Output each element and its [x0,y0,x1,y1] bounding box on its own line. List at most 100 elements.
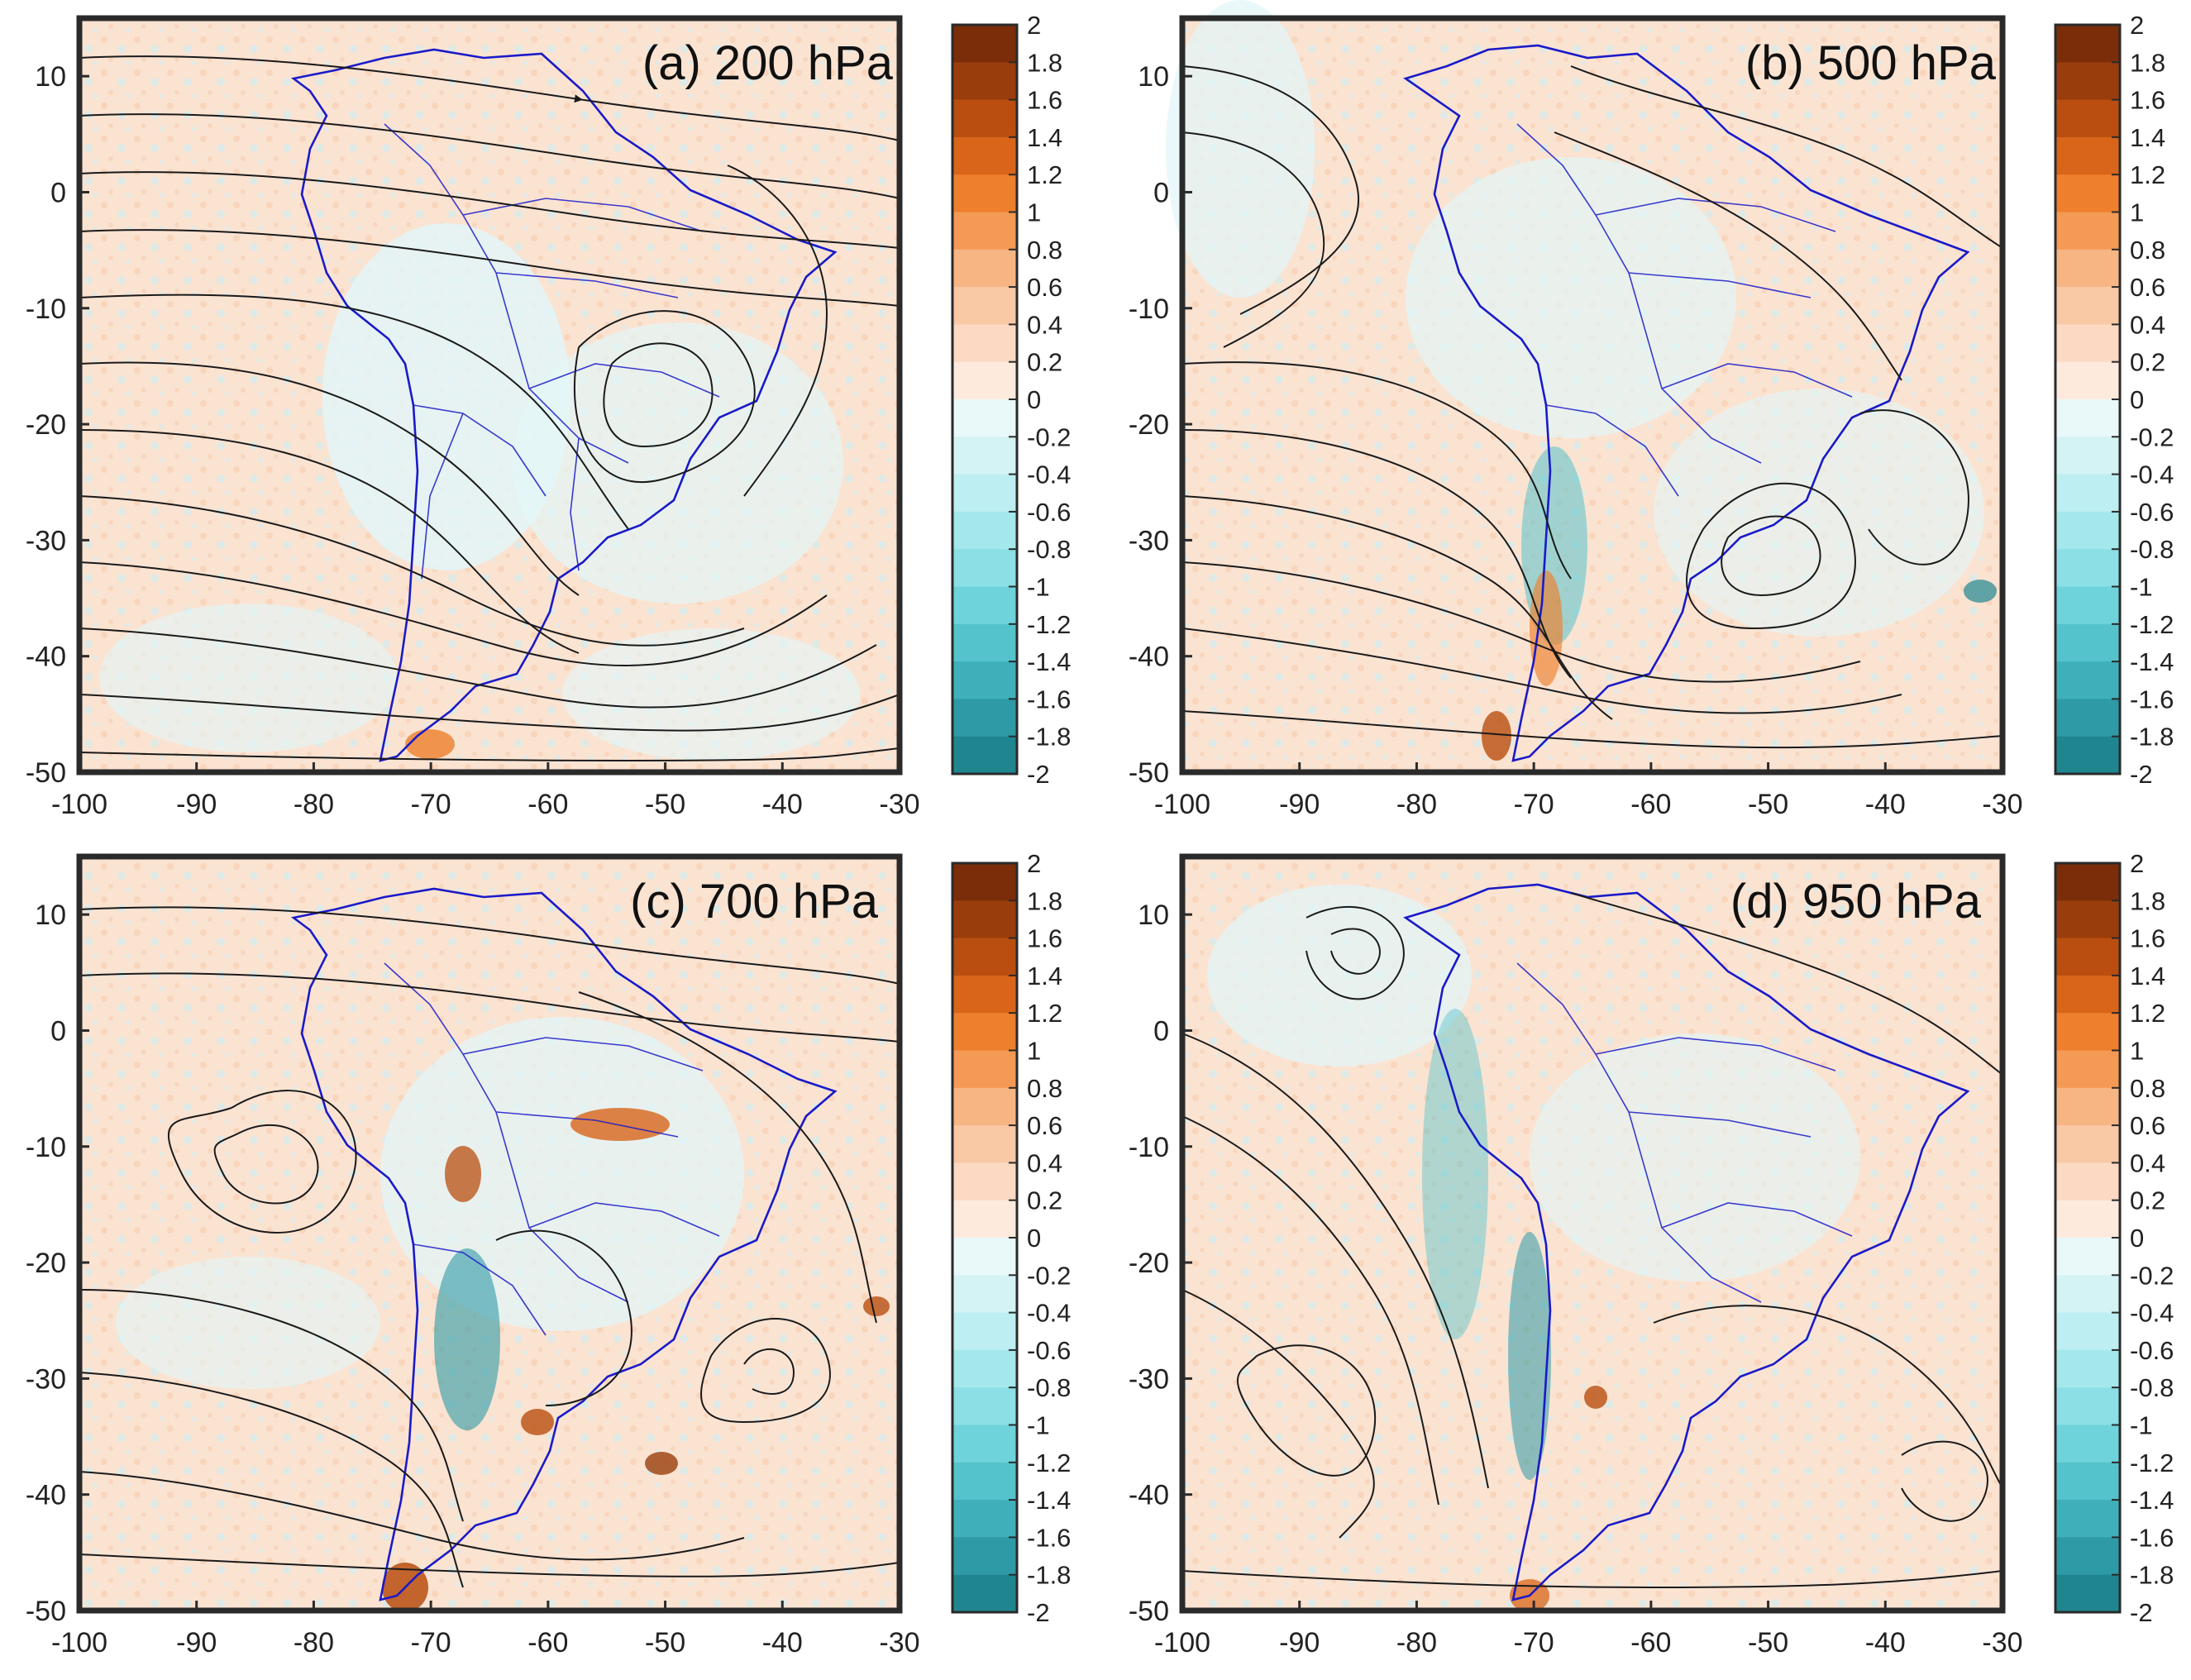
colorbar-label: -2 [2130,1598,2153,1627]
colorbar-segment [952,549,1017,587]
colorbar-segment [952,1387,1017,1425]
colorbar-segment [952,1125,1017,1163]
continent-outline [1403,44,1970,762]
colorbar-label: -1 [2130,573,2153,602]
streamlines [79,55,900,762]
y-tick-label: 10 [35,900,66,931]
colorbar-segment [952,174,1017,212]
panel-d: (d) 950 hPa 100-10-20-30-40-50 -100 -90 -8… [1129,849,2174,1659]
colorbar: 2 1.8 1.6 1.4 1.2 1 0.8 0.6 0.4 0.2 0 -0.2 -0.4 -0.6 -… [2054,11,2174,789]
colorbar-label: -0.8 [1027,535,1071,564]
colorbar-segment [952,1275,1017,1314]
colorbar-segment [952,1425,1017,1463]
colorbar-segment [2055,62,2120,101]
colorbar-segment [952,699,1017,737]
x-tick-label: -50 [645,789,685,820]
x-tick-label: -60 [1630,789,1671,820]
colorbar-segment [2055,1462,2120,1501]
y-tick-label: -20 [1129,409,1169,441]
x-tick-label: -80 [1396,789,1437,820]
colorbar-label: -1 [1027,1411,1050,1440]
x-tick-label: -80 [294,789,334,820]
colorbar-label: 0.2 [1027,1186,1062,1215]
colorbar-label: -1.4 [2130,647,2174,676]
y-tick-label: 0 [50,177,66,208]
colorbar-segment [952,1238,1017,1276]
colorbar-segment [952,437,1017,475]
colorbar-label: -1.6 [1027,685,1071,714]
y-tick-label: -40 [26,642,66,673]
colorbar-segment [952,399,1017,437]
colorbar-label: -2 [2130,760,2153,789]
colorbar-segment [2055,1013,2120,1051]
colorbar-label: -0.6 [1027,1336,1071,1365]
x-tick-label: -80 [1396,1627,1437,1659]
x-tick-label: -70 [1514,1627,1554,1659]
colorbar-segment [2055,1500,2120,1538]
colorbar-label: -1.6 [2130,685,2174,714]
colorbar-label: 1.4 [2130,123,2165,152]
colorbar-segment [952,1312,1017,1351]
colorbar-label: 0 [1027,1224,1041,1253]
colorbar-label: -1.2 [1027,610,1071,639]
x-tick-label: -100 [1154,789,1210,820]
colorbar-label: -1.2 [2130,1449,2174,1477]
colorbar-segment [952,1462,1017,1501]
colorbar-segment [2055,1050,2120,1089]
colorbar-label: -0.2 [2130,422,2174,451]
colorbar-segment [2055,1238,2120,1276]
colorbar-segment [952,474,1017,513]
colorbar-label: 0.6 [2130,1111,2165,1140]
colorbar-segment [2055,174,2120,212]
colorbar-segment [952,324,1017,363]
x-tick-label: -40 [762,789,803,820]
y-tick-label: -30 [26,1363,66,1395]
y-tick-label: -20 [1129,1248,1169,1279]
colorbar-segment [2055,25,2120,63]
colorbar-label: -2 [1027,760,1050,789]
colorbar: 2 1.8 1.6 1.4 1.2 1 0.8 0.6 0.4 0.2 0 -0.2 -0.4 -0.6 -… [2054,849,2174,1627]
y-tick-label: -30 [26,525,66,556]
colorbar-segment [2055,736,2120,775]
colorbar-label: 0.8 [2130,1074,2165,1103]
country-borders [384,123,720,580]
x-tick-label: -90 [176,789,217,820]
colorbar-label: -1.8 [2130,1561,2174,1590]
panel-title: (b) 500 hPa [1745,36,1997,90]
colorbar-label: -0.2 [1027,1261,1071,1290]
y-tick-label: 10 [1138,900,1169,931]
colorbar-label: -0.6 [2130,1336,2174,1365]
x-axis-ticks: -100 -90 -80 -70 -60 -50 -40 -30 [51,762,920,820]
colorbar-label: 1 [1027,1037,1041,1066]
colorbar-label: 1 [2130,198,2144,227]
colorbar-segment [952,975,1017,1014]
colorbar-segment [2055,1162,2120,1201]
colorbar-label: 1.6 [1027,86,1062,115]
map-frame [76,15,903,776]
colorbar-label: -1.6 [2130,1523,2174,1552]
x-tick-label: -40 [762,1627,803,1659]
colorbar-segment [2055,900,2120,939]
x-axis-ticks: -100 -90 -80 -70 -60 -50 -40 -30 [51,1601,920,1659]
colorbar-label: 1 [1027,198,1041,227]
colorbar-segment [952,586,1017,625]
colorbar-segment [2055,474,2120,513]
colorbar-segment [2055,1312,2120,1351]
map-area [79,18,900,772]
colorbar-segment [2055,287,2120,325]
colorbar-label: 1.8 [1027,886,1062,915]
colorbar-segment [2055,1574,2120,1613]
colorbar-label: 2 [2130,11,2144,40]
colorbar-segment [952,1537,1017,1576]
colorbar-segment [2055,1125,2120,1163]
y-axis-ticks: 10 0 -10 -20 -30 -40 -50 [1129,61,1192,789]
colorbar-label: 2 [1027,849,1041,878]
country-borders [384,962,720,1336]
colorbar-label: -1.4 [2130,1486,2174,1515]
colorbar-label: 1.2 [1027,160,1062,189]
country-borders [1516,962,1853,1303]
colorbar-segment [2055,1425,2120,1463]
colorbar-segment [952,136,1017,175]
x-tick-label: -30 [879,1627,919,1659]
colorbar-segment [2055,699,2120,737]
